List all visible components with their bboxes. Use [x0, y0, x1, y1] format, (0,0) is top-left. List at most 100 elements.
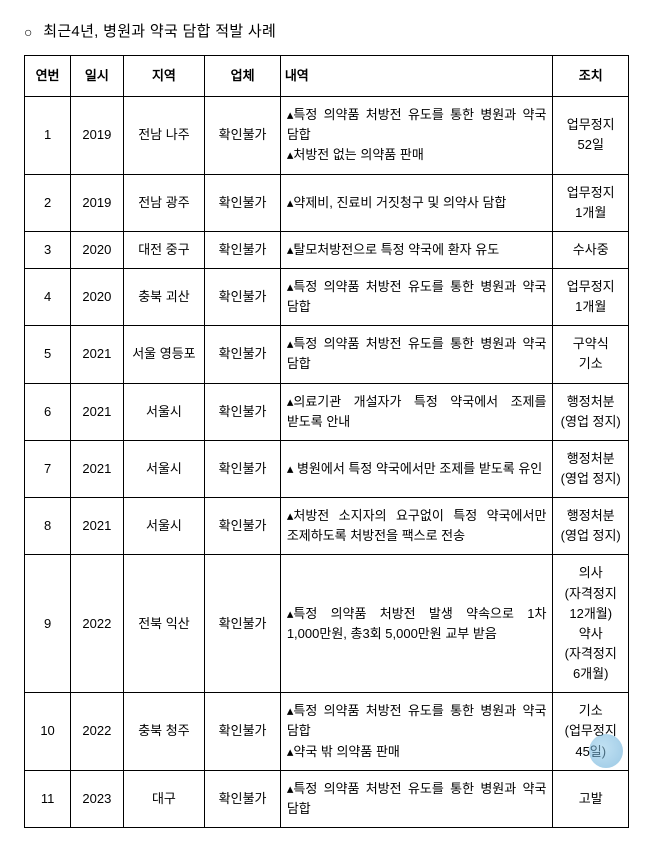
- desc-line: ▴처방전 없는 의약품 판매: [287, 145, 547, 165]
- cell-region: 서울시: [123, 498, 205, 555]
- cell-desc: ▴특정 의약품 처방전 유도를 통한 병원과 약국 담합: [280, 770, 553, 827]
- title-text: 최근4년, 병원과 약국 담합 적발 사례: [43, 23, 276, 40]
- desc-line: ▴특정 의약품 처방전 유도를 통한 병원과 약국 담합: [287, 105, 547, 145]
- cell-desc: ▴약제비, 진료비 거짓청구 및 의약사 담합: [280, 174, 553, 231]
- cell-region: 서울시: [123, 440, 205, 497]
- cell-year: 2022: [71, 693, 123, 770]
- desc-line: ▴탈모처방전으로 특정 약국에 환자 유도: [287, 240, 547, 260]
- cell-desc: ▴특정 의약품 처방전 유도를 통한 병원과 약국 담합▴약국 밖 의약품 판매: [280, 693, 553, 770]
- desc-line: ▴특정 의약품 처방전 유도를 통한 병원과 약국 담합: [287, 779, 547, 819]
- cell-seq: 7: [25, 440, 71, 497]
- cell-region: 대전 중구: [123, 231, 205, 268]
- table-row: 42020충북 괴산확인불가▴특정 의약품 처방전 유도를 통한 병원과 약국 …: [25, 268, 629, 325]
- cell-seq: 4: [25, 268, 71, 325]
- cell-action: 행정처분 (영업 정지): [553, 383, 629, 440]
- cell-region: 충북 청주: [123, 693, 205, 770]
- cell-year: 2020: [71, 268, 123, 325]
- page-title: ○ 최근4년, 병원과 약국 담합 적발 사례: [24, 20, 629, 41]
- cell-seq: 3: [25, 231, 71, 268]
- cell-comp: 확인불가: [205, 97, 281, 174]
- cell-region: 전북 익산: [123, 555, 205, 693]
- cell-action: 업무정지 1개월: [553, 268, 629, 325]
- cell-desc: ▴특정 의약품 처방전 발생 약속으로 1차 1,000만원, 총3회 5,00…: [280, 555, 553, 693]
- cell-region: 서울시: [123, 383, 205, 440]
- col-action: 조치: [553, 56, 629, 97]
- cell-comp: 확인불가: [205, 498, 281, 555]
- cell-desc: ▴특정 의약품 처방전 유도를 통한 병원과 약국 담합▴처방전 없는 의약품 …: [280, 97, 553, 174]
- desc-line: ▴특정 의약품 처방전 발생 약속으로 1차 1,000만원, 총3회 5,00…: [287, 604, 547, 644]
- col-year: 일시: [71, 56, 123, 97]
- cell-year: 2021: [71, 440, 123, 497]
- cell-desc: ▴의료기관 개설자가 특정 약국에서 조제를 받도록 안내: [280, 383, 553, 440]
- cell-year: 2019: [71, 174, 123, 231]
- cell-action: 수사중: [553, 231, 629, 268]
- cell-comp: 확인불가: [205, 693, 281, 770]
- cell-action: 업무정지 1개월: [553, 174, 629, 231]
- cell-seq: 6: [25, 383, 71, 440]
- cell-year: 2022: [71, 555, 123, 693]
- cell-action: 고발: [553, 770, 629, 827]
- cell-comp: 확인불가: [205, 440, 281, 497]
- cell-region: 대구: [123, 770, 205, 827]
- table-row: 32020대전 중구확인불가 ▴탈모처방전으로 특정 약국에 환자 유도 수사중: [25, 231, 629, 268]
- cell-desc: ▴특정 의약품 처방전 유도를 통한 병원과 약국 담합: [280, 268, 553, 325]
- cell-seq: 2: [25, 174, 71, 231]
- desc-line: ▴약국 밖 의약품 판매: [287, 742, 547, 762]
- col-desc: 내역: [280, 56, 553, 97]
- cell-comp: 확인불가: [205, 174, 281, 231]
- desc-line: ▴처방전 소지자의 요구없이 특정 약국에서만 조제하도록 처방전을 팩스로 전…: [287, 506, 547, 546]
- cell-desc: ▴탈모처방전으로 특정 약국에 환자 유도: [280, 231, 553, 268]
- col-seq: 연번: [25, 56, 71, 97]
- table-row: 102022충북 청주확인불가▴특정 의약품 처방전 유도를 통한 병원과 약국…: [25, 693, 629, 770]
- table-row: 82021서울시확인불가▴처방전 소지자의 요구없이 특정 약국에서만 조제하도…: [25, 498, 629, 555]
- cell-comp: 확인불가: [205, 770, 281, 827]
- table-body: 12019전남 나주확인불가▴특정 의약품 처방전 유도를 통한 병원과 약국 …: [25, 97, 629, 828]
- cell-action: 의사 (자격정지 12개월) 약사 (자격정지 6개월): [553, 555, 629, 693]
- cell-region: 전남 광주: [123, 174, 205, 231]
- cell-comp: 확인불가: [205, 555, 281, 693]
- cell-action: 구약식 기소: [553, 326, 629, 383]
- col-comp: 업체: [205, 56, 281, 97]
- cell-seq: 1: [25, 97, 71, 174]
- cell-action: 행정처분 (영업 정지): [553, 440, 629, 497]
- bullet-icon: ○: [24, 24, 33, 40]
- cell-year: 2021: [71, 383, 123, 440]
- table-row: 112023대구확인불가▴특정 의약품 처방전 유도를 통한 병원과 약국 담합…: [25, 770, 629, 827]
- table-row: 72021서울시확인불가 ▴ 병원에서 특정 약국에서만 조제를 받도록 유인 행정…: [25, 440, 629, 497]
- cell-year: 2023: [71, 770, 123, 827]
- table-header: 연번 일시 지역 업체 내역 조치: [25, 56, 629, 97]
- cell-comp: 확인불가: [205, 326, 281, 383]
- desc-line: ▴특정 의약품 처방전 유도를 통한 병원과 약국 담합: [287, 277, 547, 317]
- cases-table: 연번 일시 지역 업체 내역 조치 12019전남 나주확인불가▴특정 의약품 …: [24, 55, 629, 828]
- table-row: 92022전북 익산확인불가▴특정 의약품 처방전 발생 약속으로 1차 1,0…: [25, 555, 629, 693]
- cell-seq: 9: [25, 555, 71, 693]
- cell-seq: 8: [25, 498, 71, 555]
- cell-action: 행정처분 (영업 정지): [553, 498, 629, 555]
- cell-action: 기소 (업무정지 45일): [553, 693, 629, 770]
- table-row: 52021서울 영등포확인불가▴특정 의약품 처방전 유도를 통한 병원과 약국…: [25, 326, 629, 383]
- desc-line: ▴약제비, 진료비 거짓청구 및 의약사 담합: [287, 193, 547, 213]
- cell-year: 2019: [71, 97, 123, 174]
- desc-line: ▴의료기관 개설자가 특정 약국에서 조제를 받도록 안내: [287, 392, 547, 432]
- cell-action: 업무정지 52일: [553, 97, 629, 174]
- col-region: 지역: [123, 56, 205, 97]
- table-row: 22019전남 광주확인불가 ▴약제비, 진료비 거짓청구 및 의약사 담합 업무정…: [25, 174, 629, 231]
- cell-year: 2020: [71, 231, 123, 268]
- cell-desc: ▴ 병원에서 특정 약국에서만 조제를 받도록 유인: [280, 440, 553, 497]
- cell-comp: 확인불가: [205, 383, 281, 440]
- cell-year: 2021: [71, 326, 123, 383]
- table-row: 62021서울시확인불가▴의료기관 개설자가 특정 약국에서 조제를 받도록 안…: [25, 383, 629, 440]
- cell-seq: 10: [25, 693, 71, 770]
- desc-line: ▴특정 의약품 처방전 유도를 통한 병원과 약국 담합: [287, 701, 547, 741]
- cell-comp: 확인불가: [205, 231, 281, 268]
- cell-region: 전남 나주: [123, 97, 205, 174]
- cell-region: 충북 괴산: [123, 268, 205, 325]
- desc-line: ▴특정 의약품 처방전 유도를 통한 병원과 약국 담합: [287, 334, 547, 374]
- cell-desc: ▴특정 의약품 처방전 유도를 통한 병원과 약국 담합: [280, 326, 553, 383]
- cell-desc: ▴처방전 소지자의 요구없이 특정 약국에서만 조제하도록 처방전을 팩스로 전…: [280, 498, 553, 555]
- cell-seq: 5: [25, 326, 71, 383]
- cell-comp: 확인불가: [205, 268, 281, 325]
- cell-seq: 11: [25, 770, 71, 827]
- desc-line: ▴ 병원에서 특정 약국에서만 조제를 받도록 유인: [287, 459, 547, 479]
- cell-year: 2021: [71, 498, 123, 555]
